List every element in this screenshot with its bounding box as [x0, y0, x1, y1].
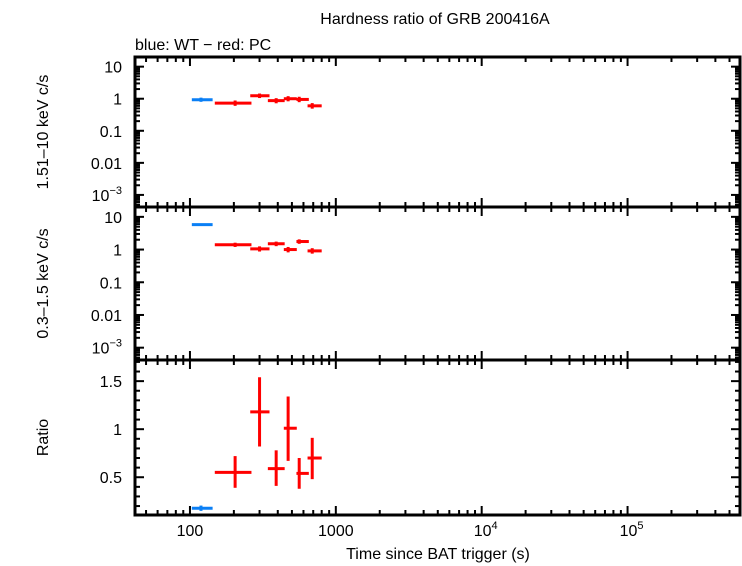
- y-tick-label: 10−3: [92, 338, 122, 358]
- chart-title: Hardness ratio of GRB 200416A: [320, 11, 550, 28]
- x-tick-label: 1000: [318, 523, 354, 540]
- y-tick-label: 10: [104, 60, 122, 77]
- panel-frame: [133, 205, 742, 362]
- y-axis-label: Ratio: [35, 419, 52, 456]
- y-tick-label: 10: [104, 210, 122, 227]
- data-point-pc: [267, 450, 285, 486]
- panel-2: 10 1 0.1 0.01 10−3 0.3–1.5 keV c/s: [35, 205, 742, 362]
- data-point-pc: [307, 437, 322, 480]
- data-point-pc: [307, 248, 322, 254]
- y-tick-label: 0.01: [91, 308, 122, 325]
- chart-subtitle: blue: WT − red: PC: [135, 37, 271, 54]
- data-point-pc: [283, 246, 297, 253]
- data-point-pc: [214, 456, 252, 488]
- data-point-wt: [191, 505, 213, 511]
- x-tick-label: 100: [177, 523, 204, 540]
- y-tick-label: 1: [113, 92, 122, 109]
- x-tick-label: 104: [474, 520, 498, 540]
- panel-3: 1.5 1 0.5 Ratio: [35, 358, 742, 517]
- y-axis-label: 0.3–1.5 keV c/s: [35, 228, 52, 338]
- data-point-pc: [296, 96, 309, 103]
- y-tick-label: 1: [113, 422, 122, 439]
- y-axis-label: 1.51–10 keV c/s: [35, 75, 52, 190]
- data-point-wt: [191, 97, 213, 102]
- data-point-pc: [267, 98, 285, 104]
- panel-frame: [133, 55, 742, 209]
- x-tick-label: 105: [620, 520, 644, 540]
- data-point-pc: [283, 396, 297, 461]
- y-tick-label: 10−3: [92, 185, 122, 205]
- data-point-pc: [214, 242, 252, 247]
- data-point-pc: [267, 241, 285, 247]
- data-point-pc: [250, 377, 270, 447]
- data-point-pc: [307, 103, 322, 109]
- data-point-pc: [250, 246, 270, 252]
- y-tick-label: 0.01: [91, 156, 122, 173]
- data-point-pc: [250, 93, 270, 99]
- y-tick-label: 0.1: [100, 275, 122, 292]
- y-tick-label: 0.1: [100, 124, 122, 141]
- panel-frame: [133, 358, 742, 517]
- data-point-pc: [283, 96, 297, 102]
- data-point-pc: [214, 100, 252, 106]
- data-point-pc: [296, 239, 309, 244]
- y-tick-label: 1.5: [100, 374, 122, 391]
- y-tick-label: 0.5: [100, 470, 122, 487]
- x-axis-label: Time since BAT trigger (s): [346, 546, 530, 563]
- panel-1: 10 1 0.1 0.01 10−3 1.51–10 keV c/s: [35, 55, 742, 209]
- data-point-wt: [191, 223, 213, 227]
- y-tick-label: 1: [113, 243, 122, 260]
- data-point-pc: [296, 458, 309, 489]
